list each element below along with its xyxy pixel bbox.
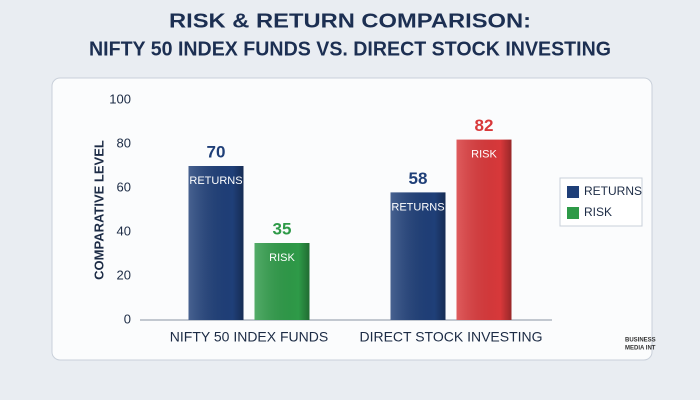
bar-value-label: 70 bbox=[207, 142, 226, 161]
chart-title: NIFTY 50 INDEX FUNDS VS. DIRECT STOCK IN… bbox=[89, 38, 611, 60]
bar-series-label: RISK bbox=[471, 149, 497, 161]
bar-value-label: 82 bbox=[475, 116, 494, 135]
legend-label: RISK bbox=[584, 205, 612, 219]
y-tick-label: 20 bbox=[117, 267, 131, 282]
y-tick-label: 100 bbox=[109, 91, 131, 106]
chart-title: RISK & RETURN COMPARISON: bbox=[169, 10, 531, 32]
y-tick-label: 40 bbox=[117, 223, 131, 238]
bar-shade bbox=[390, 192, 446, 320]
bar-series-label: RETURNS bbox=[391, 201, 444, 213]
legend-swatch bbox=[567, 207, 579, 219]
legend-swatch bbox=[567, 186, 579, 198]
bar-shade bbox=[188, 166, 244, 320]
legend-label: RETURNS bbox=[584, 184, 642, 198]
watermark: MEDIA INT bbox=[625, 346, 656, 352]
x-tick-label: NIFTY 50 INDEX FUNDS bbox=[170, 329, 328, 345]
y-tick-label: 0 bbox=[124, 311, 131, 326]
bar-shade bbox=[254, 243, 310, 320]
y-axis-label: COMPARATIVE LEVEL bbox=[91, 140, 106, 280]
x-tick-label: DIRECT STOCK INVESTING bbox=[359, 329, 542, 345]
bar-series-label: RETURNS bbox=[189, 175, 242, 187]
bar-shade bbox=[456, 139, 512, 320]
bar-value-label: 58 bbox=[409, 169, 428, 188]
bar-series-label: RISK bbox=[269, 252, 295, 264]
bar-value-label: 35 bbox=[273, 219, 292, 238]
y-tick-label: 60 bbox=[117, 179, 131, 194]
watermark: BUSINESS bbox=[625, 338, 656, 344]
y-tick-label: 80 bbox=[117, 135, 131, 150]
